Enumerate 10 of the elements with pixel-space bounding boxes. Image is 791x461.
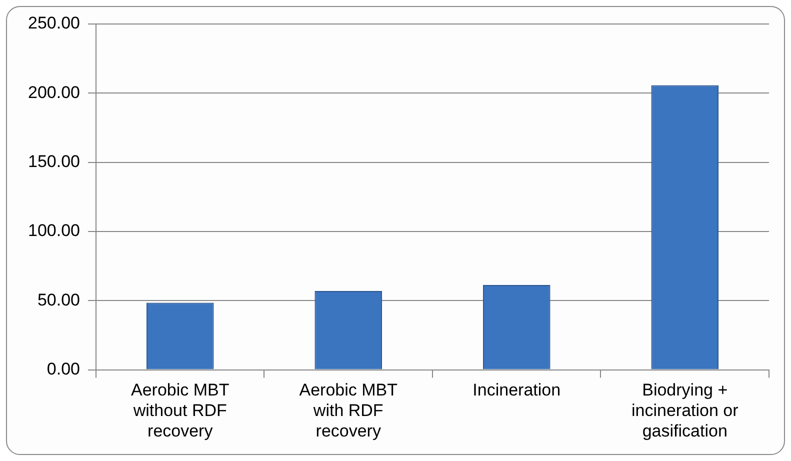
- y-tick-label: 250.00: [28, 14, 80, 33]
- x-tick-label: Aerobic MBT without RDF recovery: [130, 380, 230, 440]
- y-tick-label: 150.00: [28, 152, 80, 172]
- x-tick-label: Biodrying + incineration or gasification: [631, 380, 739, 440]
- y-tick-label: 100.00: [28, 221, 80, 240]
- y-tick-label: 50.00: [37, 290, 80, 310]
- y-tick-label: 200.00: [28, 82, 80, 102]
- y-tick-label: 0.00: [46, 359, 80, 378]
- x-tick-label: Incineration: [472, 380, 561, 400]
- x-tick-label: Aerobic MBT with RDF recovery: [299, 380, 398, 440]
